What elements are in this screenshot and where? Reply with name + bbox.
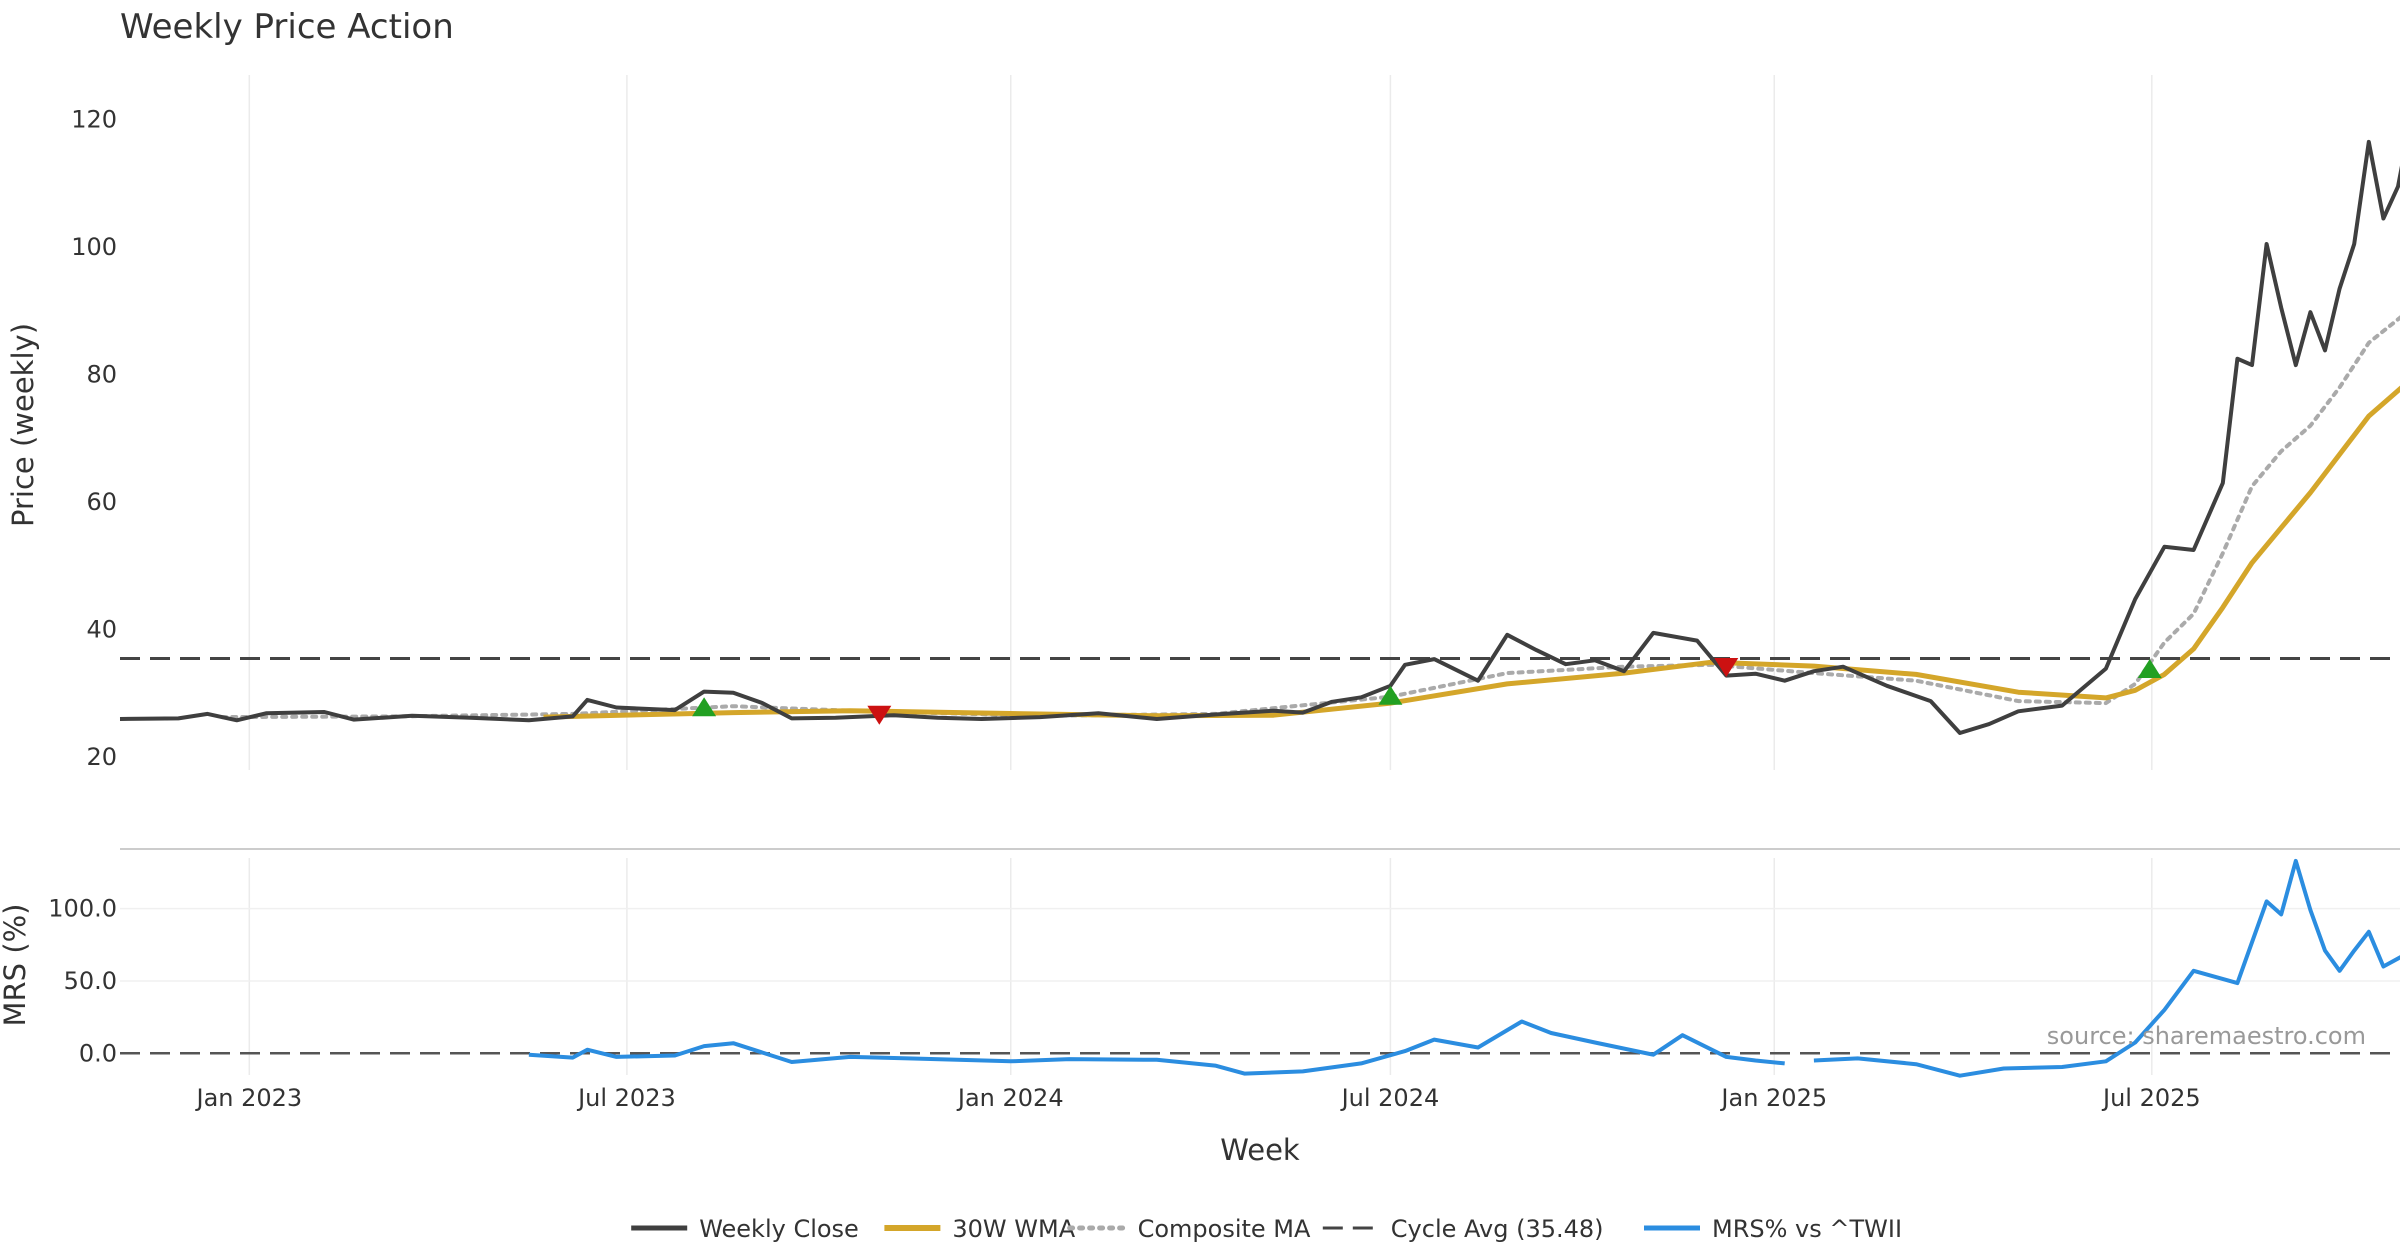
mrs-y-tick-label: 100.0 bbox=[48, 895, 117, 923]
legend-label-cycle-avg-35-48: Cycle Avg (35.48) bbox=[1391, 1215, 1604, 1243]
source-note: source: sharemaestro.com bbox=[2047, 1022, 2366, 1050]
x-tick-label: Jul 2023 bbox=[576, 1084, 676, 1112]
price-y-axis-ticks: 20 40 60 80 100 120 bbox=[71, 106, 117, 772]
legend-label-30w-wma: 30W WMA bbox=[952, 1215, 1075, 1243]
buy-signal-marker-4 bbox=[2137, 658, 2162, 678]
mrs-y-axis-ticks: 0.0 50.0 100.0 bbox=[48, 895, 117, 1068]
buy-signal-marker-2 bbox=[1378, 685, 1403, 705]
mrs-y-axis-title: MRS (%) bbox=[0, 904, 32, 1027]
x-axis-ticks: Jan 2023 Jul 2023 Jan 2024 Jul 2024 Jan 2025… bbox=[194, 1084, 2200, 1112]
series-mrs-segment-0 bbox=[528, 1019, 1785, 1076]
price-panel-gridlines bbox=[248, 75, 2153, 770]
mrs-y-tick-label: 0.0 bbox=[79, 1039, 117, 1067]
series-weekly-close bbox=[119, 139, 2400, 735]
price-y-tick-label: 120 bbox=[71, 106, 117, 134]
price-y-tick-label: 80 bbox=[86, 361, 117, 389]
series-30w-wma bbox=[543, 385, 2400, 720]
mrs-panel-gridlines bbox=[120, 858, 2400, 1075]
sell-signal-marker-1 bbox=[867, 705, 892, 725]
x-axis-title: Week bbox=[1220, 1133, 1300, 1167]
price-series-group bbox=[119, 139, 2400, 735]
mrs-y-tick-label: 50.0 bbox=[64, 967, 117, 995]
x-tick-label: Jan 2023 bbox=[194, 1084, 302, 1112]
series-mrs-segment-1 bbox=[1813, 858, 2400, 1078]
x-tick-label: Jul 2024 bbox=[1340, 1084, 1440, 1112]
chart-legend: Weekly Close 30W WMA Composite MA Cycle Avg… bbox=[631, 1215, 1902, 1243]
legend-label-composite-ma: Composite MA bbox=[1138, 1215, 1311, 1243]
legend-label-weekly-close: Weekly Close bbox=[699, 1215, 859, 1243]
sell-signal-marker-3 bbox=[1714, 657, 1739, 677]
x-tick-label: Jul 2025 bbox=[2101, 1084, 2201, 1112]
price-y-tick-label: 40 bbox=[86, 616, 117, 644]
price-y-axis-title: Price (weekly) bbox=[6, 323, 40, 527]
buy-signal-marker-0 bbox=[692, 697, 717, 717]
x-tick-label: Jan 2025 bbox=[1719, 1084, 1827, 1112]
price-y-tick-label: 100 bbox=[71, 233, 117, 261]
series-composite-ma bbox=[220, 315, 2400, 720]
price-y-tick-label: 20 bbox=[86, 743, 117, 771]
mrs-series-group bbox=[120, 858, 2400, 1078]
x-tick-label: Jan 2024 bbox=[956, 1084, 1064, 1112]
price-y-tick-label: 60 bbox=[86, 488, 117, 516]
chart-title: Weekly Price Action bbox=[120, 7, 454, 47]
signal-markers bbox=[692, 657, 2162, 725]
legend-label-mrs-vs-twii: MRS% vs ^TWII bbox=[1712, 1215, 1902, 1243]
